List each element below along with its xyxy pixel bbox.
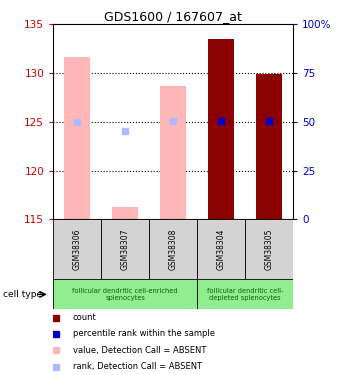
Text: count: count — [73, 313, 97, 322]
Text: GSM38306: GSM38306 — [73, 229, 82, 270]
Text: GSM38304: GSM38304 — [217, 229, 226, 270]
Text: percentile rank within the sample: percentile rank within the sample — [73, 330, 215, 339]
Text: GSM38308: GSM38308 — [169, 229, 178, 270]
Bar — [197, 279, 293, 309]
Text: cell type: cell type — [3, 290, 43, 299]
Bar — [53, 279, 197, 309]
Text: value, Detection Call = ABSENT: value, Detection Call = ABSENT — [73, 346, 206, 355]
Bar — [160, 86, 187, 219]
Bar — [208, 39, 235, 219]
Bar — [112, 207, 138, 219]
Bar — [149, 219, 197, 279]
Text: rank, Detection Call = ABSENT: rank, Detection Call = ABSENT — [73, 362, 202, 371]
Bar — [64, 57, 91, 219]
Bar — [256, 74, 283, 219]
Title: GDS1600 / 167607_at: GDS1600 / 167607_at — [104, 10, 242, 23]
Bar — [101, 219, 149, 279]
Bar — [245, 219, 293, 279]
Text: follicular dendritic cell-enriched
splenocytes: follicular dendritic cell-enriched splen… — [72, 288, 178, 301]
Bar — [53, 219, 101, 279]
Text: GSM38307: GSM38307 — [121, 229, 130, 270]
Text: follicular dendritic cell-
depleted splenocytes: follicular dendritic cell- depleted sple… — [207, 288, 283, 301]
Bar — [197, 219, 245, 279]
Text: GSM38305: GSM38305 — [265, 229, 274, 270]
